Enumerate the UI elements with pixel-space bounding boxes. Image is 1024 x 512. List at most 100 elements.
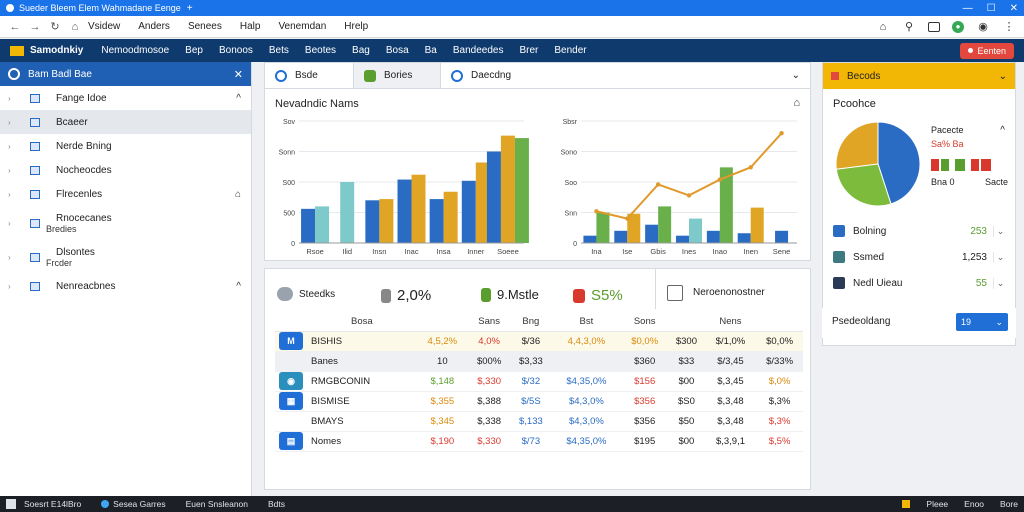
chevron-right-icon[interactable]: ›: [8, 141, 11, 151]
sidebar-item[interactable]: › Bcaeer: [0, 110, 251, 134]
forward-arrow-icon[interactable]: →: [29, 20, 41, 33]
toolbar-item-9[interactable]: Brer: [519, 45, 539, 56]
sidebar-item[interactable]: › Fange Idoe ^: [0, 86, 251, 110]
sidebar-item[interactable]: › Nocheocdes: [0, 158, 251, 182]
menu-item-4[interactable]: Venemdan: [278, 21, 327, 32]
checkbox-icon[interactable]: [667, 285, 683, 301]
toolbar-item-1[interactable]: Bep: [185, 45, 203, 56]
more-icon[interactable]: ⋮: [1003, 21, 1015, 33]
menu-item-0[interactable]: Vsidew: [88, 21, 121, 32]
sidebar-item[interactable]: › Nerde Bning: [0, 134, 251, 158]
column-header[interactable]: Sans: [468, 313, 511, 332]
sidebar-item-label: Fange Idoe: [56, 92, 107, 104]
chevron-right-icon[interactable]: ›: [8, 189, 11, 199]
refresh-icon[interactable]: ↻: [50, 21, 60, 33]
start-icon[interactable]: [6, 499, 16, 509]
table-cell: $356: [621, 411, 669, 432]
table-row[interactable]: M BISHIS 4,5,2% 4,0% $/36 4,4,3,0% $0,0% $300 $/…: [275, 331, 803, 352]
column-header[interactable]: [756, 313, 803, 332]
chevron-right-icon[interactable]: ›: [8, 165, 11, 175]
summary-row[interactable]: Nedl Uieau 55 ⌄: [833, 273, 1007, 293]
table-row[interactable]: Banes 10 $00% $3,33 $360 $33 $/3,45 $/33%: [275, 351, 803, 372]
chevron-right-icon[interactable]: ›: [8, 281, 11, 291]
chart-panel: Bsde Bories Daecdng ⌄ Nevadndic Nams ⌂ 0…: [264, 62, 811, 261]
expand-icon[interactable]: ⌂: [234, 188, 241, 200]
filter-select[interactable]: 19 ⌄: [956, 313, 1008, 331]
column-header[interactable]: Bst: [551, 313, 622, 332]
toolbar-item-0[interactable]: Nemoodmosoe: [101, 45, 170, 56]
chevron-up-icon[interactable]: ^: [1000, 125, 1005, 136]
column-header[interactable]: [416, 313, 469, 332]
menu-item-1[interactable]: Anders: [138, 21, 170, 32]
minimize-icon[interactable]: —: [962, 2, 973, 14]
chevron-down-icon[interactable]: ⌄: [993, 277, 1007, 289]
taskbar-item-2[interactable]: Euen Snsleanon: [186, 499, 248, 509]
tab-0[interactable]: Bsde: [265, 63, 353, 88]
toolbar-item-6[interactable]: Bosa: [385, 45, 409, 56]
toolbar-action-button[interactable]: Eenten: [960, 42, 1014, 59]
chevron-right-icon[interactable]: ›: [8, 218, 11, 228]
toolbar-item-10[interactable]: Bender: [554, 45, 587, 56]
column-header[interactable]: Bng: [510, 313, 552, 332]
toolbar-item-8[interactable]: Bandeedes: [452, 45, 504, 56]
toolbar-item-7[interactable]: Ba: [424, 45, 437, 56]
chevron-down-icon[interactable]: ⌄: [993, 251, 1007, 263]
tab-1[interactable]: Bories: [353, 63, 441, 88]
brand-logo-icon: [10, 45, 24, 56]
sidebar-item[interactable]: › Flrecenles ⌂: [0, 182, 251, 206]
toolbar-item-5[interactable]: Bag: [352, 45, 370, 56]
expand-icon[interactable]: ^: [236, 92, 241, 104]
chevron-right-icon[interactable]: ›: [8, 117, 11, 127]
table-row[interactable]: BMAYS $,345 $,338 $,133 $4,3,0% $356 $50 $,3,48…: [275, 411, 803, 432]
close-icon[interactable]: ✕: [233, 68, 243, 81]
app-icon: [6, 4, 14, 12]
right-panel-header[interactable]: Becods ⌄: [823, 63, 1015, 89]
pie-title: Pcoohce: [833, 98, 876, 110]
new-tab-button[interactable]: +: [186, 2, 193, 14]
status-green-icon[interactable]: ●: [952, 20, 964, 33]
column-header[interactable]: [275, 313, 307, 332]
sidebar-item[interactable]: › Nenreacbnes ^: [0, 274, 251, 298]
toolbar-item-3[interactable]: Bets: [268, 45, 289, 56]
menu-item-3[interactable]: Halp: [239, 21, 261, 32]
column-header[interactable]: Sons: [621, 313, 669, 332]
summary-row[interactable]: Bolning 253 ⌄: [833, 221, 1007, 241]
expand-icon[interactable]: ^: [236, 280, 241, 292]
column-header[interactable]: Nens: [704, 313, 757, 332]
back-arrow-icon[interactable]: ←: [9, 20, 21, 33]
chevron-down-icon[interactable]: ⌄: [791, 70, 800, 81]
sidebar-item[interactable]: › Dlsontes Frcder: [0, 240, 251, 274]
chevron-down-icon[interactable]: ⌄: [998, 70, 1007, 82]
toolbar-item-2[interactable]: Bonoos: [218, 45, 253, 56]
table-cell: $,5%: [756, 431, 803, 452]
summary-label: Ssmed: [853, 251, 885, 263]
toolbar-item-4[interactable]: Beotes: [304, 45, 337, 56]
home-icon[interactable]: ⌂: [71, 20, 79, 33]
taskbar-item-1[interactable]: Sesea Garres: [101, 499, 166, 509]
sidebar-item[interactable]: › Rnocecanes Bredies: [0, 206, 251, 240]
tab-2[interactable]: Daecdng ⌄: [441, 63, 810, 88]
table-row[interactable]: ▤ Nomes $,190 $,330 $/73 $4,35,0% $195 $00 $,3,9…: [275, 431, 803, 452]
tray-icon[interactable]: [902, 500, 911, 508]
close-icon[interactable]: ✕: [1009, 2, 1018, 14]
menu-item-2[interactable]: Senees: [187, 21, 222, 32]
table-cell: $,133: [510, 411, 552, 432]
menu-item-5[interactable]: Hrelp: [344, 21, 369, 32]
taskbar-item-3[interactable]: Bdts: [268, 499, 285, 509]
table-row[interactable]: ▦ BISMISE $,355 $,388 $/5S $4,3,0% $356 $S0 $,3,…: [275, 391, 803, 412]
chevron-right-icon[interactable]: ›: [8, 93, 11, 103]
chevron-right-icon[interactable]: ›: [8, 252, 11, 262]
profile-icon[interactable]: ◉: [978, 21, 988, 33]
home-outline-icon[interactable]: ⌂: [879, 20, 887, 33]
column-header[interactable]: Bosa: [307, 313, 417, 332]
bar: [689, 218, 702, 243]
summary-row[interactable]: Ssmed 1,253 ⌄: [833, 247, 1007, 267]
pin-icon[interactable]: ⚲: [904, 21, 914, 33]
table-row[interactable]: ◉ RMGBCONIN $,148 $,330 $/32 $4,35,0% $156 $00 $…: [275, 371, 803, 392]
taskbar-item-0[interactable]: Soesrt E14lBro: [24, 499, 81, 509]
chevron-down-icon[interactable]: ⌄: [993, 225, 1007, 237]
home-icon[interactable]: ⌂: [793, 97, 800, 109]
panel-icon[interactable]: [928, 21, 940, 32]
column-header[interactable]: [668, 313, 705, 332]
maximize-icon[interactable]: ☐: [986, 2, 996, 14]
